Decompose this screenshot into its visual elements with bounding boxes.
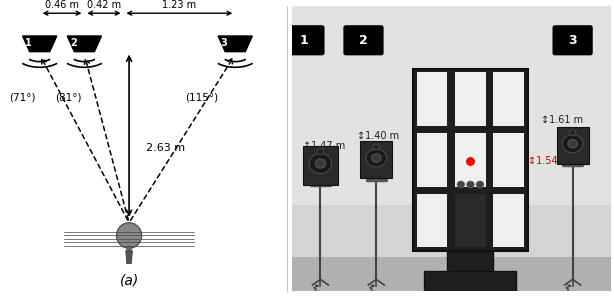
Bar: [413, 69, 528, 251]
Text: 2: 2: [70, 38, 77, 48]
Circle shape: [117, 223, 142, 248]
Text: 2.63 m: 2.63 m: [146, 144, 185, 153]
Circle shape: [315, 159, 325, 168]
Text: 0.42 m: 0.42 m: [87, 0, 121, 9]
Circle shape: [476, 181, 484, 188]
FancyBboxPatch shape: [343, 25, 384, 55]
Polygon shape: [126, 251, 133, 264]
Circle shape: [366, 149, 386, 167]
Text: 1: 1: [25, 38, 32, 48]
Bar: [494, 194, 524, 248]
Bar: [455, 194, 486, 248]
Polygon shape: [218, 36, 252, 52]
Bar: [448, 251, 494, 274]
Circle shape: [309, 154, 332, 174]
Text: ↕1.47 m: ↕1.47 m: [303, 140, 345, 151]
Text: (71°): (71°): [9, 92, 36, 102]
Circle shape: [373, 144, 379, 150]
Bar: [417, 72, 448, 126]
Text: (81°): (81°): [55, 92, 82, 102]
Circle shape: [457, 181, 465, 188]
Text: 0.46 m: 0.46 m: [45, 0, 79, 9]
Text: ↕1.40 m: ↕1.40 m: [357, 131, 399, 140]
Text: 3: 3: [221, 38, 228, 48]
Bar: [417, 133, 448, 187]
Circle shape: [317, 148, 324, 155]
FancyBboxPatch shape: [553, 25, 593, 55]
Bar: [455, 72, 486, 126]
Bar: [494, 72, 524, 126]
Polygon shape: [68, 36, 101, 52]
Text: 1.23 m: 1.23 m: [162, 0, 196, 9]
Bar: [417, 194, 448, 248]
Polygon shape: [23, 36, 56, 52]
Circle shape: [371, 154, 381, 162]
Text: 2: 2: [359, 34, 368, 47]
Bar: [303, 146, 338, 185]
Bar: [557, 127, 589, 164]
Circle shape: [569, 130, 576, 136]
Text: ↕1.61 m: ↕1.61 m: [541, 115, 583, 125]
Bar: [455, 133, 486, 187]
Bar: [292, 6, 611, 205]
Text: 1: 1: [300, 34, 309, 47]
Bar: [424, 271, 516, 291]
Circle shape: [562, 135, 583, 153]
Text: ↕1.54 m: ↕1.54 m: [528, 156, 570, 166]
Bar: [292, 256, 611, 291]
FancyBboxPatch shape: [284, 25, 325, 55]
Text: 3: 3: [569, 34, 577, 47]
Text: (115°): (115°): [185, 92, 218, 102]
Bar: [455, 194, 486, 248]
Bar: [360, 141, 392, 178]
Text: (a): (a): [120, 274, 139, 288]
Circle shape: [568, 140, 577, 148]
Text: (b): (b): [441, 274, 461, 288]
Circle shape: [467, 181, 474, 188]
Bar: [494, 133, 524, 187]
